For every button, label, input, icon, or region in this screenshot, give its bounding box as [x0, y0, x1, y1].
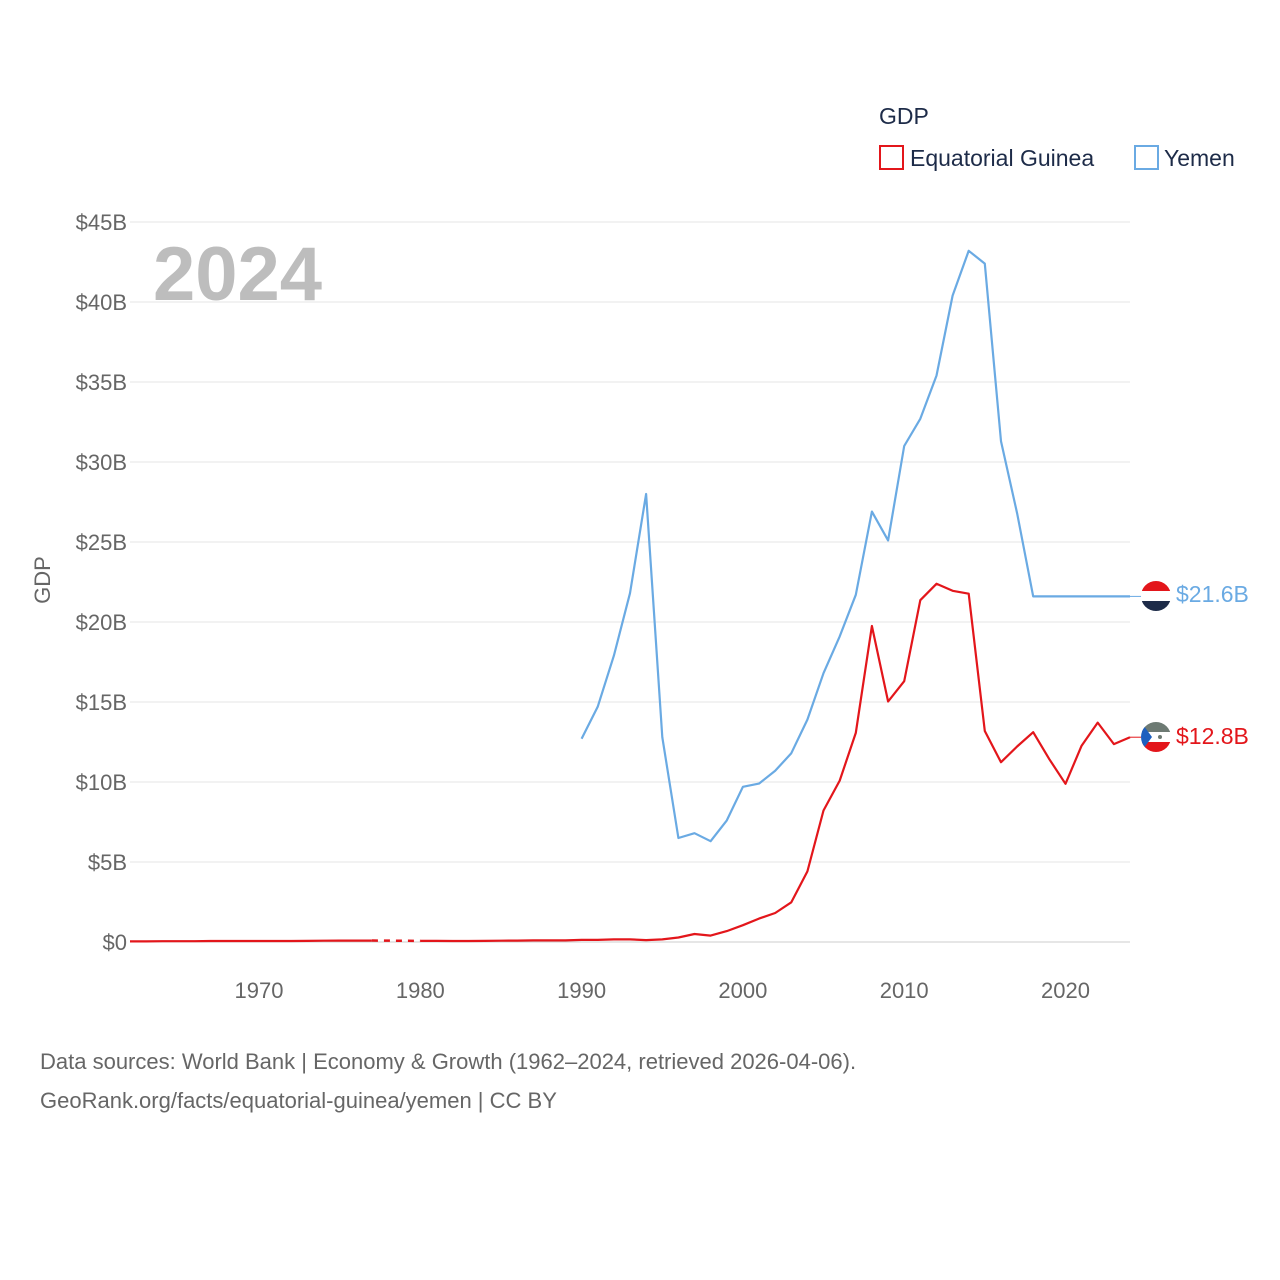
legend-label-equatorial-guinea: Equatorial Guinea — [910, 145, 1094, 171]
x-axis-ticks: 1970 1980 1990 2000 2010 2020 — [235, 978, 1090, 1003]
legend-label-yemen: Yemen — [1164, 145, 1235, 171]
y-tick-label-3: $15B — [76, 690, 127, 715]
yemen-end-value: $21.6B — [1176, 581, 1249, 607]
x-tick-label-4: 2010 — [880, 978, 929, 1003]
source-line-2[interactable]: GeoRank.org/facts/equatorial-guinea/yeme… — [40, 1088, 557, 1113]
y-tick-label-1: $5B — [88, 850, 127, 875]
source-note: Data sources: World Bank | Economy & Gro… — [40, 1042, 856, 1120]
x-tick-label-1: 1980 — [396, 978, 445, 1003]
series-lines — [130, 249, 1141, 943]
gridlines — [130, 221, 1130, 943]
y-axis-ticks: $0 $5B $10B $15B $20B $25B $30B $35B $40B $45B — [76, 210, 127, 955]
y-axis-label: GDP — [30, 556, 55, 604]
y-tick-label-7: $35B — [76, 370, 127, 395]
legend-swatch-equatorial-guinea — [879, 145, 904, 170]
y-tick-label-4: $20B — [76, 610, 127, 635]
legend-item-equatorial-guinea[interactable]: Equatorial Guinea — [879, 145, 1094, 171]
x-tick-label-2: 1990 — [557, 978, 606, 1003]
y-tick-label-2: $10B — [76, 770, 127, 795]
y-tick-label-5: $25B — [76, 530, 127, 555]
series-line-yemen-0 — [580, 249, 1130, 843]
series-line-equatorial-guinea-1 — [420, 582, 1131, 943]
gdp-line-chart: $0 $5B $10B $15B $20B $25B $30B $35B $40B $45B 19… — [30, 103, 1249, 1003]
x-tick-label-3: 2000 — [718, 978, 767, 1003]
equatorial-guinea-flag-icon — [1141, 722, 1171, 752]
series-line-equatorial-guinea-0 — [130, 939, 372, 943]
y-tick-label-0: $0 — [103, 930, 127, 955]
legend: GDP Equatorial Guinea Yemen — [879, 103, 1235, 171]
y-tick-label-6: $30B — [76, 450, 127, 475]
legend-item-yemen[interactable]: Yemen — [1134, 145, 1235, 171]
x-tick-label-0: 1970 — [235, 978, 284, 1003]
x-tick-label-5: 2020 — [1041, 978, 1090, 1003]
equatorial-guinea-end-value: $12.8B — [1176, 723, 1249, 749]
source-line-1: Data sources: World Bank | Economy & Gro… — [40, 1049, 857, 1074]
yemen-flag-icon — [1141, 581, 1171, 611]
y-tick-label-9: $45B — [76, 210, 127, 235]
year-label: 2024 — [153, 232, 322, 317]
legend-swatch-yemen — [1134, 145, 1159, 170]
legend-title: GDP — [879, 103, 929, 129]
y-tick-label-8: $40B — [76, 290, 127, 315]
